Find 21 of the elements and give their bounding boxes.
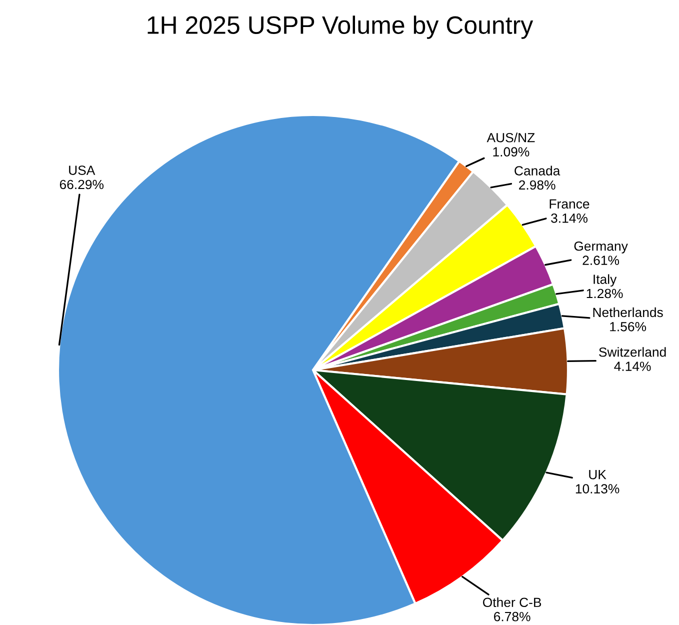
data-label: 2.61%	[582, 256, 620, 266]
slice-label: Switzerland	[599, 347, 666, 357]
data-label: 1.09%	[493, 147, 530, 157]
data-label: 66.29%	[60, 180, 104, 190]
slice-label: UK	[589, 470, 606, 480]
data-label: 4.14%	[614, 362, 651, 371]
data-label: 3.14%	[551, 213, 588, 223]
slice-label: Germany	[574, 241, 628, 254]
slice-label: Canada	[514, 166, 560, 176]
slice-label: Italy	[594, 274, 617, 287]
data-label: 1.56%	[610, 322, 646, 332]
chart-title: 1H 2025 USPP Volume by Country	[148, 16, 534, 39]
slice-label: AUS/NZ	[486, 132, 535, 142]
data-label: 1.28%	[586, 288, 623, 298]
slice-label: USA	[69, 166, 96, 175]
slice-label: France	[550, 199, 590, 209]
data-label: 10.13%	[576, 484, 620, 494]
slice-label: Other C-B	[482, 597, 542, 608]
slice-label: Netherlands	[593, 307, 663, 318]
data-label: 2.98%	[519, 180, 556, 190]
data-label: 6.78%	[494, 612, 530, 622]
